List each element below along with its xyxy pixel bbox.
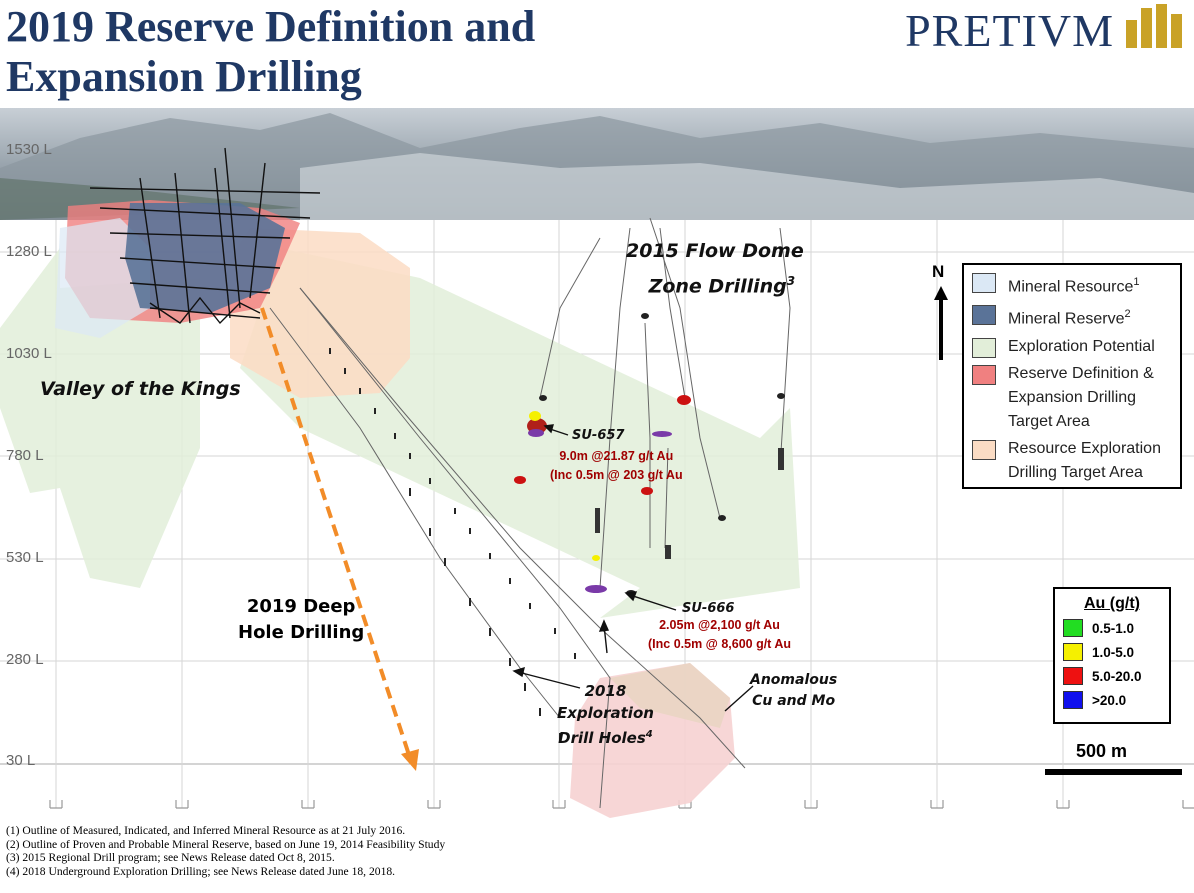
su657-interval: 9.0m @21.87 g/t Au <box>559 449 674 463</box>
au-swatch <box>1063 643 1083 661</box>
legend-label: Reserve Definition & Expansion Drilling … <box>1008 364 1154 430</box>
level-label-1280: 1280 L <box>6 243 52 260</box>
au-grade-legend: Au (g/t) 0.5-1.0 1.0-5.0 5.0-20.0 >20.0 <box>1053 587 1171 724</box>
exploration-holes-line3: Drill Holes <box>558 729 646 747</box>
north-label: N <box>932 262 945 281</box>
au-legend-item: >20.0 <box>1063 691 1169 709</box>
deep-hole-line1: 2019 Deep <box>246 596 356 617</box>
page-title-line1: 2019 Reserve Definition and <box>6 2 536 51</box>
legend-footnote: 2 <box>1124 308 1131 321</box>
su666-including: (Inc 0.5m @ 8,600 g/t Au <box>648 637 792 651</box>
deep-hole-label: 2019 Deep Hole Drilling <box>238 594 364 646</box>
level-label-1030: 1030 L <box>6 345 52 362</box>
legend-swatch <box>972 305 996 326</box>
callout-arrows <box>512 424 754 712</box>
legend-swatch <box>972 337 996 358</box>
legend-label: Exploration Potential <box>1008 337 1155 355</box>
su657-assay: 9.0m @21.87 g/t Au (Inc 0.5m @ 203 g/t A… <box>550 447 683 485</box>
north-arrow-icon <box>934 286 948 360</box>
page-title-line2: Expansion Drilling <box>6 52 362 101</box>
page-title: 2019 Reserve Definition and Expansion Dr… <box>6 2 535 102</box>
exploration-holes-footnote: 4 <box>645 729 653 740</box>
footnote-4: (4) 2018 Underground Exploration Drillin… <box>6 865 396 879</box>
au-label: 5.0-20.0 <box>1092 668 1142 684</box>
au-legend-item: 0.5-1.0 <box>1063 619 1169 637</box>
exploration-holes-label: 2018 Exploration Drill Holes4 <box>557 680 654 749</box>
legend-label: Mineral Resource <box>1008 278 1134 296</box>
legend-swatch <box>972 439 996 460</box>
su657-label: SU-657 <box>572 428 625 443</box>
legend-swatch <box>972 364 996 385</box>
au-label: >20.0 <box>1092 692 1127 708</box>
legend-item-mineral-resource: Mineral Resource1 <box>970 270 1174 299</box>
au-label: 0.5-1.0 <box>1092 620 1135 636</box>
scale-bar <box>1045 769 1182 775</box>
su657-including: (Inc 0.5m @ 203 g/t Au <box>550 468 683 482</box>
su666-assay: 2.05m @2,100 g/t Au (Inc 0.5m @ 8,600 g/… <box>648 616 791 654</box>
deep-hole-line2: Hole Drilling <box>238 622 365 643</box>
flow-dome-label: 2015 Flow Dome Zone Drilling3 <box>626 236 804 301</box>
flow-dome-line1: 2015 Flow Dome <box>626 240 804 262</box>
au-swatch <box>1063 667 1083 685</box>
legend-item-exploration-potential: Exploration Potential <box>970 335 1174 359</box>
snowfield <box>300 153 1194 220</box>
exploration-drill-traces <box>269 217 791 809</box>
flow-dome-footnote: 3 <box>786 274 796 288</box>
au-swatch <box>1063 619 1083 637</box>
legend-item-resource-exploration: Resource Exploration Drilling Target Are… <box>970 437 1174 485</box>
anomalous-zone-overlap <box>610 663 730 728</box>
au-legend-title: Au (g/t) <box>1084 595 1140 612</box>
footnote-1: (1) Outline of Measured, Indicated, and … <box>6 824 406 837</box>
exploration-holes-line2: Exploration <box>557 704 654 722</box>
legend-label: Mineral Reserve <box>1008 310 1125 328</box>
brand-wordmark: PRETIVM <box>905 5 1114 56</box>
scale-label: 500 m <box>1076 741 1128 761</box>
au-swatch <box>1063 691 1083 709</box>
legend-label: Resource Exploration Drilling Target Are… <box>1008 439 1161 481</box>
anomalous-line1: Anomalous <box>750 672 838 688</box>
exploration-holes-line1: 2018 <box>584 682 627 700</box>
exploration-potential-arrow-left <box>0 248 200 588</box>
anomalous-line2: Cu and Mo <box>752 693 836 709</box>
legend-item-mineral-reserve: Mineral Reserve2 <box>970 302 1174 331</box>
brand-logo-icon <box>1126 4 1182 48</box>
au-legend-item: 5.0-20.0 <box>1063 667 1169 685</box>
anomalous-label: Anomalous Cu and Mo <box>750 670 837 712</box>
au-label: 1.0-5.0 <box>1092 644 1135 660</box>
footnote-3: (3) 2015 Regional Drill program; see New… <box>6 851 335 865</box>
footnotes: (1) Outline of Measured, Indicated, and … <box>6 824 445 879</box>
valley-of-the-kings-label: Valley of the Kings <box>40 378 241 400</box>
reserve-drill-holes <box>89 147 321 325</box>
level-label-530: 530 L <box>6 549 44 566</box>
level-label-1530: 1530 L <box>6 141 52 158</box>
legend-footnote: 1 <box>1133 276 1140 288</box>
cross-section-diagram <box>0 108 1194 818</box>
assay-intercepts <box>329 348 576 741</box>
legend-swatch <box>972 273 996 293</box>
level-label-780: 780 L <box>6 447 44 464</box>
su666-interval: 2.05m @2,100 g/t Au <box>659 618 780 632</box>
legend-item-reserve-definition: Reserve Definition & Expansion Drilling … <box>970 362 1174 434</box>
footnote-2: (2) Outline of Proven and Probable Miner… <box>6 837 446 851</box>
map-legend: Mineral Resource1 Mineral Reserve2 Explo… <box>962 263 1182 489</box>
au-legend-item: 1.0-5.0 <box>1063 643 1169 661</box>
su666-label: SU-666 <box>682 601 735 616</box>
level-label-30: 30 L <box>6 752 36 769</box>
level-label-280: 280 L <box>6 651 44 668</box>
deep-hole-arrow <box>260 307 419 771</box>
flow-dome-line2: Zone Drilling <box>648 275 787 298</box>
